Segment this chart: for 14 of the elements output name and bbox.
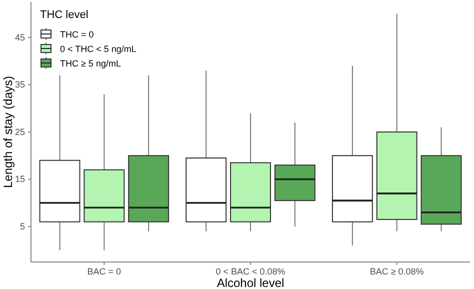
y-tick-label: 5 [20,221,25,232]
y-axis-title: Length of stay (days) [1,76,15,188]
y-tick-label: 25 [14,126,25,137]
y-tick-label: 35 [14,80,25,90]
x-axis-title: Alcohol level [216,276,284,289]
x-tick-label: 0 < BAC < 0.08% [216,266,286,276]
y-tick-label: 15 [14,174,25,184]
legend-label: THC = 0 [60,30,94,40]
x-tick-label: BAC = 0 [87,266,122,276]
legend-label: THC ≥ 5 ng/mL [60,58,121,68]
x-tick-label: BAC ≥ 0.08% [370,266,424,276]
legend-label: 0 < THC < 5 ng/mL [60,44,136,54]
y-tick-label: 45 [14,32,25,42]
legend-title: THC level [40,9,88,21]
